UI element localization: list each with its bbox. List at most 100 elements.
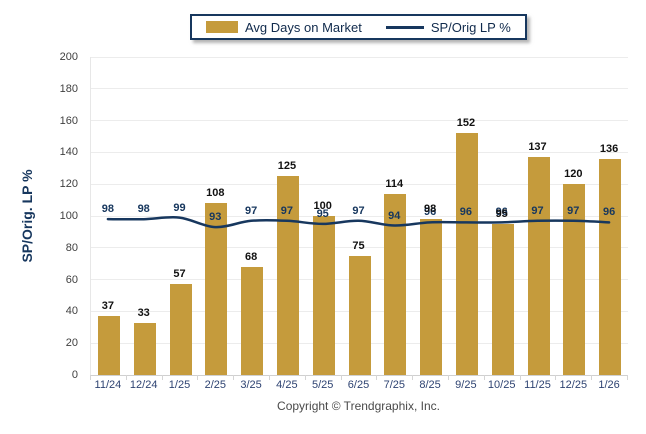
bar	[205, 203, 228, 375]
y-tick-label: 140	[59, 146, 78, 159]
bar	[97, 316, 120, 375]
bar	[169, 284, 192, 375]
line-value-label: 97	[280, 204, 294, 217]
bar	[491, 223, 514, 375]
x-axis-tickmark	[197, 375, 199, 380]
x-axis-tickmark	[340, 375, 342, 380]
x-tick-label: 9/25	[455, 379, 477, 391]
bar-value-label: 75	[352, 239, 365, 252]
bar-value-label: 98	[423, 203, 437, 216]
line-value-label: 97	[352, 204, 365, 217]
y-tick-label: 200	[59, 51, 78, 63]
bar	[563, 184, 586, 375]
bar-value-label: 114	[385, 177, 404, 190]
y-tick-label: 60	[65, 273, 78, 286]
plot-area	[90, 56, 628, 376]
x-tick-label: 1/25	[168, 379, 191, 391]
x-axis-tickmark	[90, 375, 91, 380]
grid-line	[91, 120, 628, 122]
line-value-label: 97	[567, 204, 580, 217]
bar	[348, 255, 371, 375]
x-axis-tickmark	[304, 375, 306, 380]
line-value-label: 96	[495, 206, 508, 219]
line-value-label: 97	[531, 204, 544, 217]
grid-line	[91, 88, 628, 90]
line-value-label: 94	[388, 209, 401, 222]
copyright-text: Copyright © Trendgraphix, Inc.	[277, 399, 440, 413]
x-axis-tickmark	[519, 375, 521, 380]
grid-line	[91, 183, 628, 185]
x-axis-tickmark	[591, 375, 593, 380]
bar-value-label: 57	[173, 268, 186, 281]
bar-value-label: 137	[528, 141, 547, 154]
x-tick-label: 1/26	[598, 379, 620, 391]
legend-bar-swatch-icon	[206, 21, 238, 33]
x-axis-tickmark	[269, 375, 270, 380]
x-tick-label: 11/24	[94, 379, 122, 391]
bar-value-label: 100	[313, 200, 332, 212]
y-tick-label: 20	[65, 337, 78, 350]
y-tick-label: 40	[65, 305, 78, 318]
y-tick-label: 120	[59, 178, 78, 191]
line-value-label: 98	[101, 203, 115, 216]
x-tick-label: 4/25	[276, 379, 298, 391]
legend-bar-label: Avg Days on Market	[245, 19, 362, 35]
x-axis-tickmark	[483, 375, 485, 380]
bar-value-label: 120	[564, 168, 583, 181]
bar	[312, 216, 335, 375]
line-value-label: 93	[209, 211, 222, 224]
bar-value-label: 125	[277, 160, 297, 173]
x-axis-tickmark	[627, 375, 628, 380]
y-tick-label: 100	[59, 210, 78, 222]
x-axis-tickmark	[448, 375, 449, 380]
x-tick-label: 8/25	[419, 379, 441, 391]
bar	[241, 266, 264, 375]
grid-line	[91, 151, 628, 153]
grid-line	[91, 56, 628, 58]
bar-value-label: 95	[495, 207, 508, 220]
line-value-label: 97	[244, 204, 258, 217]
x-axis-tickmark	[233, 375, 235, 380]
y-axis-title: SP/Orig. LP %	[19, 169, 35, 263]
x-tick-label: 10/25	[487, 379, 516, 391]
line-value-label: 99	[173, 201, 186, 214]
y-tick-label: 80	[65, 241, 78, 254]
legend-line-label: SP/Orig LP %	[430, 19, 511, 35]
bar-value-label: 68	[244, 250, 258, 263]
grid-line	[91, 215, 628, 217]
x-tick-label: 7/25	[383, 379, 405, 391]
x-tick-label: 5/25	[311, 379, 334, 391]
line-value-label: 96	[602, 206, 616, 219]
bar	[420, 219, 443, 375]
trend-line	[106, 216, 611, 229]
grid-line	[91, 247, 628, 249]
y-tick-label: 0	[71, 369, 78, 381]
line-value-label: 96	[423, 206, 437, 219]
line-value-label: 95	[316, 207, 329, 220]
x-axis-line	[91, 374, 628, 376]
legend-line-swatch-icon	[385, 25, 424, 29]
bar-value-label: 136	[599, 142, 619, 155]
x-tick-label: 12/24	[129, 379, 158, 391]
bar-value-label: 33	[137, 306, 150, 319]
bar	[133, 322, 156, 375]
x-tick-label: 2/25	[204, 379, 226, 391]
x-axis-tickmark	[376, 375, 378, 380]
line-value-label: 98	[137, 203, 150, 216]
x-axis-tickmark	[125, 375, 127, 380]
bar	[384, 193, 407, 375]
x-axis-tickmark	[555, 375, 557, 380]
x-tick-label: 12/25	[559, 379, 588, 391]
x-tick-label: 11/25	[524, 379, 551, 391]
x-tick-label: 6/25	[347, 379, 370, 391]
bar	[527, 157, 550, 375]
chart-legend: Avg Days on Market SP/Orig LP %	[190, 14, 527, 40]
line-value-label: 96	[459, 206, 473, 219]
bar	[455, 133, 478, 375]
bar	[599, 158, 622, 375]
bar-value-label: 108	[206, 187, 225, 200]
y-tick-label: 180	[59, 82, 78, 95]
x-axis-tickmark	[161, 375, 163, 380]
x-axis-tickmark	[412, 375, 414, 380]
